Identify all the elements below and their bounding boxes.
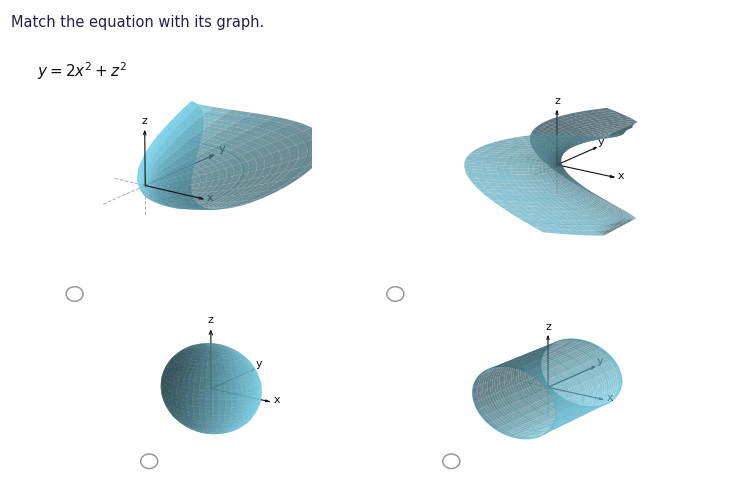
Text: $y = 2x^2 + z^2$: $y = 2x^2 + z^2$ [37, 60, 127, 82]
Text: Match the equation with its graph.: Match the equation with its graph. [11, 15, 264, 31]
